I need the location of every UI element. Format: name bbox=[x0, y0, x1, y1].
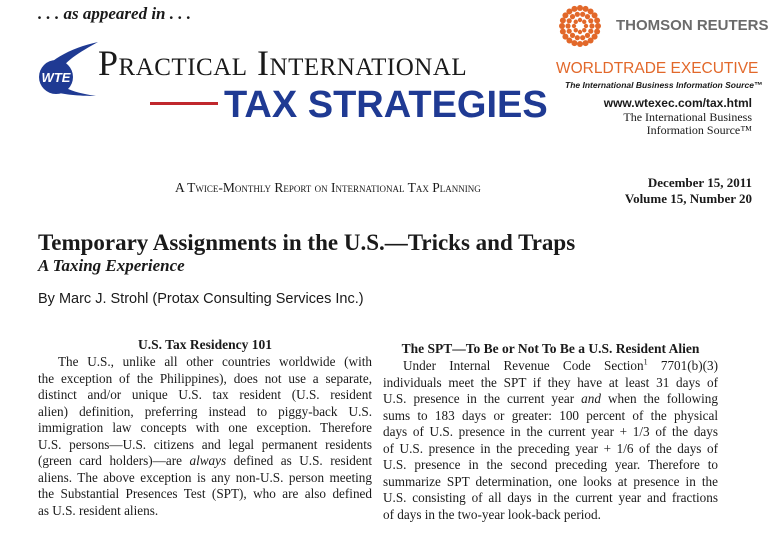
logo-dot bbox=[569, 32, 576, 38]
logo-dot bbox=[591, 12, 598, 19]
text-line: of U.S. presence in the preceding year +… bbox=[383, 440, 718, 456]
wte-mark: WTE bbox=[42, 70, 71, 85]
logo-dot bbox=[573, 28, 578, 33]
logo-dot bbox=[562, 12, 569, 19]
logo-dot bbox=[583, 23, 589, 29]
text-line: days of U.S. presence in the current yea… bbox=[383, 424, 718, 439]
text-line: Under Internal Revenue Code Section1 770… bbox=[403, 358, 718, 374]
text-line: immigration law concepts with one except… bbox=[38, 420, 372, 435]
byline: By Marc J. Strohl (Protax Consulting Ser… bbox=[38, 291, 364, 307]
article-subtitle: A Taxing Experience bbox=[38, 256, 185, 275]
logo-dot bbox=[594, 28, 601, 35]
logo-dot bbox=[582, 40, 589, 47]
logo-dot bbox=[588, 28, 594, 34]
logo-dot bbox=[577, 5, 583, 11]
logo-dot bbox=[562, 33, 569, 40]
text-line: U.S. consisting of all days in the curre… bbox=[383, 490, 718, 505]
source-line: Information Source™ bbox=[646, 123, 752, 137]
logo-dot bbox=[566, 37, 573, 44]
logo-dot bbox=[580, 35, 586, 41]
title-line2: TAX STRATEGIES bbox=[224, 84, 548, 126]
text-line: sums to 183 days or greater: 100 percent… bbox=[383, 407, 718, 423]
logo-dot bbox=[588, 18, 594, 24]
logo-dot bbox=[573, 19, 578, 24]
logo-dot bbox=[565, 23, 571, 29]
logo-dot bbox=[584, 14, 591, 20]
column-heading: U.S. Tax Residency 101 bbox=[138, 337, 272, 352]
text-run: 7701(b)(3) bbox=[647, 358, 718, 373]
logo-dot bbox=[574, 11, 580, 17]
issue-date: December 15, 2011 bbox=[647, 175, 752, 190]
logo-dot bbox=[577, 41, 583, 47]
logo-dot bbox=[584, 32, 591, 38]
text-line: summarize SPT determination, one looks a… bbox=[383, 473, 718, 489]
tagline: . . . as appeared in . . . bbox=[38, 4, 191, 23]
logo-dot bbox=[577, 17, 583, 23]
text-line: the exception of the Philippines), does … bbox=[38, 370, 372, 386]
text-run: defined as U.S. resident bbox=[226, 453, 372, 468]
article-title: Temporary Assignments in the U.S.—Tricks… bbox=[38, 230, 576, 255]
text-line: U.S. persons—U.S. citizens and legal per… bbox=[38, 436, 372, 452]
report-line: A Twice-Monthly Report on International … bbox=[175, 180, 481, 195]
logo-dot bbox=[571, 5, 578, 12]
logo-dot bbox=[587, 37, 594, 44]
red-rule bbox=[150, 102, 218, 105]
logo-dot bbox=[577, 29, 583, 35]
text-line: distinct and/or unique U.S. tax resident… bbox=[38, 387, 372, 402]
column-heading: The SPT—To Be or Not To Be a U.S. Reside… bbox=[401, 341, 700, 356]
text-line: U.S. presence in the current year and wh… bbox=[383, 391, 718, 407]
emphasis: and bbox=[581, 391, 601, 406]
logo-dot bbox=[566, 18, 572, 24]
logo-dot bbox=[571, 40, 578, 47]
logo-dot bbox=[559, 17, 566, 24]
issue-volume: Volume 15, Number 20 bbox=[624, 191, 752, 206]
text-line: as U.S. resident aliens. bbox=[38, 502, 159, 518]
text-line: aliens. The above exception is any non-U… bbox=[38, 469, 372, 485]
text-run: (green card holders)—are bbox=[38, 453, 190, 468]
text-line: U.S. presence in the second preceding ye… bbox=[383, 457, 718, 472]
logo-dot bbox=[580, 11, 586, 17]
logo-dot bbox=[582, 28, 587, 33]
logo-dot bbox=[566, 28, 572, 34]
text-run: when the following bbox=[600, 391, 718, 406]
wte-circle bbox=[39, 60, 73, 94]
logo-dot bbox=[589, 23, 595, 29]
brand: WORLDTRADE EXECUTIVE bbox=[556, 60, 759, 77]
logo-dot bbox=[591, 33, 598, 40]
logo-dot bbox=[594, 17, 601, 24]
logo-dot bbox=[559, 23, 565, 29]
text-run: Under Internal Revenue Code Section bbox=[403, 358, 644, 373]
thomson-reuters-logo bbox=[559, 5, 601, 47]
logo-dot bbox=[559, 28, 566, 35]
text-line: alien) definition, preferring instead to… bbox=[38, 403, 372, 419]
text-line: The U.S., unlike all other countries wor… bbox=[58, 354, 372, 369]
text-line: (green card holders)—are always defined … bbox=[38, 453, 372, 469]
url[interactable]: www.wtexec.com/tax.html bbox=[603, 96, 752, 110]
text-line: of days in the two-year look-back period… bbox=[383, 506, 601, 522]
emphasis: always bbox=[189, 453, 227, 468]
publisher: THOMSON REUTERS bbox=[616, 17, 768, 34]
footnote-ref: 1 bbox=[643, 357, 648, 367]
logo-dot bbox=[571, 23, 577, 29]
logo-dot bbox=[569, 14, 576, 20]
brand-tagline: The International Business Information S… bbox=[565, 80, 763, 90]
logo-dot bbox=[566, 8, 573, 15]
logo-dot bbox=[582, 19, 587, 24]
title-line1: Practical International bbox=[98, 43, 468, 83]
logo-dot bbox=[587, 8, 594, 15]
logo-dot bbox=[574, 35, 580, 41]
logo-dot bbox=[582, 5, 589, 12]
text-line: the Substantial Presences Test (SPT), wh… bbox=[38, 486, 372, 501]
text-run: U.S. presence in the current year bbox=[383, 391, 582, 406]
text-line: individuals meet the SPT if they have at… bbox=[383, 374, 718, 390]
source-line: The International Business bbox=[623, 110, 752, 124]
logo-dot bbox=[595, 23, 601, 29]
